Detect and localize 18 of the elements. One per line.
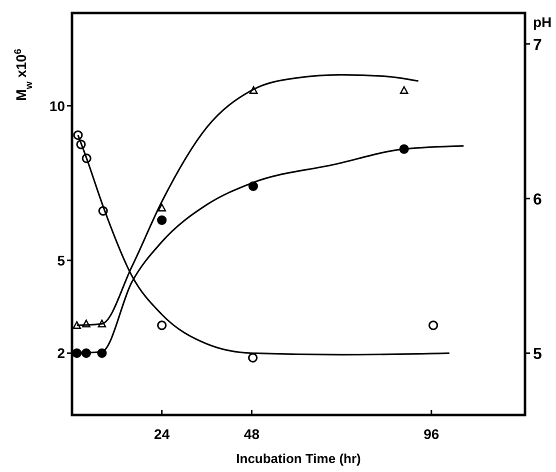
- x-tick-label: 24: [154, 426, 170, 442]
- y-tick-label: 2: [57, 345, 66, 362]
- x-tick-label: 48: [244, 426, 260, 442]
- y-tick-label: 5: [57, 252, 66, 268]
- point: [157, 215, 167, 225]
- y2-axis-title: pH: [533, 14, 552, 30]
- y2-tick-label: 6: [533, 192, 542, 209]
- x-axis-title: Incubation Time (hr): [236, 451, 361, 466]
- y2-tick-label: 7: [533, 36, 542, 54]
- point: [158, 204, 166, 212]
- x-tick-label: 96: [424, 426, 440, 442]
- point: [72, 348, 82, 358]
- y-tick-label: 10: [49, 98, 66, 114]
- y2-tick-label: 5: [533, 346, 542, 364]
- point: [157, 320, 167, 330]
- point: [400, 86, 408, 94]
- point: [248, 352, 258, 363]
- point: [428, 320, 438, 330]
